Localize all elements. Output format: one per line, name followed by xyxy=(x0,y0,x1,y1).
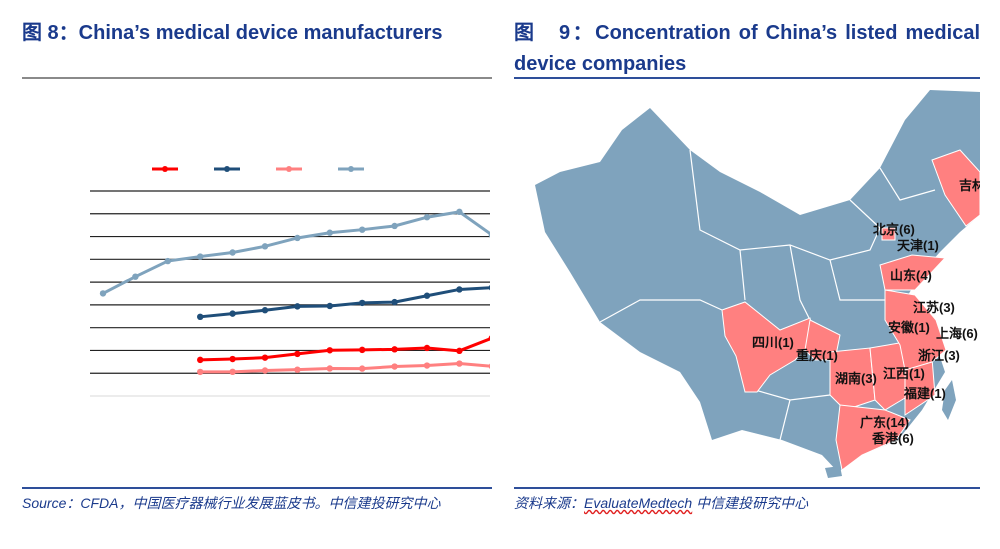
series-line-0 xyxy=(200,337,490,362)
legend-marker xyxy=(286,166,292,172)
map-label-shanghai: 上海(6) xyxy=(936,326,978,341)
province-beijing xyxy=(881,227,896,241)
map-label-hunan: 湖南(3) xyxy=(835,371,877,386)
legend-marker xyxy=(348,166,354,172)
figure-8-source: Source：CFDA，中国医疗器械行业发展蓝皮书。中信建投研究中心 xyxy=(22,495,441,511)
data-point xyxy=(456,286,463,293)
data-point xyxy=(326,365,333,372)
legend-marker xyxy=(224,166,230,172)
figure-9-source: 资料来源：EvaluateMedtech 中信建投研究中心 xyxy=(514,490,974,516)
province-hunan xyxy=(829,347,876,411)
data-point xyxy=(423,214,431,221)
data-point xyxy=(294,366,301,373)
divider xyxy=(514,487,980,489)
data-point xyxy=(359,365,366,372)
data-point xyxy=(197,356,204,364)
data-point xyxy=(423,344,431,352)
data-point xyxy=(456,347,463,355)
data-point xyxy=(488,335,490,341)
map-label-tianjin: 天津(1) xyxy=(897,238,939,253)
data-point xyxy=(261,354,269,361)
map-label-anhui: 安徽(1) xyxy=(888,320,930,335)
data-point xyxy=(423,362,431,369)
map-label-jiangsu: 江苏(3) xyxy=(913,300,955,315)
line-chart xyxy=(90,166,490,397)
data-point xyxy=(229,368,236,376)
series-line-2 xyxy=(200,362,490,374)
map-label-guangdong: 广东(14) xyxy=(860,415,909,430)
data-point xyxy=(164,257,171,265)
series-line-3 xyxy=(102,210,490,295)
province-jilin xyxy=(931,149,980,227)
data-point xyxy=(229,310,236,317)
map-label-jilin: 吉林 xyxy=(959,178,980,193)
map-label-hongkong: 香港(6) xyxy=(871,431,914,446)
province-chongqing xyxy=(804,319,841,361)
data-point xyxy=(294,234,301,242)
data-point xyxy=(99,290,107,297)
data-point xyxy=(229,249,236,256)
data-point xyxy=(456,208,463,216)
data-point xyxy=(391,222,398,230)
data-point xyxy=(229,355,236,363)
data-point xyxy=(261,307,269,314)
divider xyxy=(22,77,492,79)
source-brand: EvaluateMedtech xyxy=(584,495,693,511)
source-suffix: 中信建投研究中心 xyxy=(692,495,809,511)
data-point xyxy=(423,292,431,299)
data-point xyxy=(488,232,490,238)
data-point xyxy=(391,346,398,353)
data-point xyxy=(197,368,204,376)
data-point xyxy=(488,284,490,291)
source-prefix: 资料来源： xyxy=(514,495,584,511)
data-point xyxy=(359,226,366,233)
province-guangdong xyxy=(835,404,911,471)
map-label-sichuan: 四川(1) xyxy=(752,335,794,350)
data-point xyxy=(132,273,139,280)
province-sichuan xyxy=(721,301,816,393)
series-line-1 xyxy=(200,286,490,319)
figure-9-title: 图 9：Concentration of China’s listed medi… xyxy=(514,22,980,75)
map-label-shandong: 山东(4) xyxy=(890,268,932,283)
data-point xyxy=(261,243,269,250)
data-point xyxy=(391,298,398,306)
divider xyxy=(514,77,980,79)
data-point xyxy=(294,303,301,310)
data-point xyxy=(261,367,269,374)
data-point xyxy=(197,313,204,321)
map-label-chongqing: 重庆(1) xyxy=(796,348,838,363)
highlighted-provinces xyxy=(721,149,980,471)
legend-marker xyxy=(162,166,168,172)
data-point xyxy=(197,253,204,260)
figure-8-title: 图 8：China’s medical device manufacturers xyxy=(22,22,443,44)
map-label-beijing: 北京(6) xyxy=(873,222,915,237)
map-label-zhejiang: 浙江(3) xyxy=(918,348,960,363)
data-point xyxy=(456,360,463,367)
data-point xyxy=(359,299,366,307)
data-point xyxy=(294,350,301,358)
province-shandong xyxy=(879,254,947,291)
province-east xyxy=(884,289,947,371)
data-point xyxy=(359,346,366,354)
data-point xyxy=(326,347,333,354)
data-point xyxy=(326,229,333,236)
divider xyxy=(22,487,492,489)
data-point xyxy=(391,363,398,370)
map-label-fujian: 福建(1) xyxy=(903,386,946,401)
data-point xyxy=(488,363,490,369)
data-point xyxy=(326,302,333,310)
map-label-jiangxi: 江西(1) xyxy=(883,366,925,381)
